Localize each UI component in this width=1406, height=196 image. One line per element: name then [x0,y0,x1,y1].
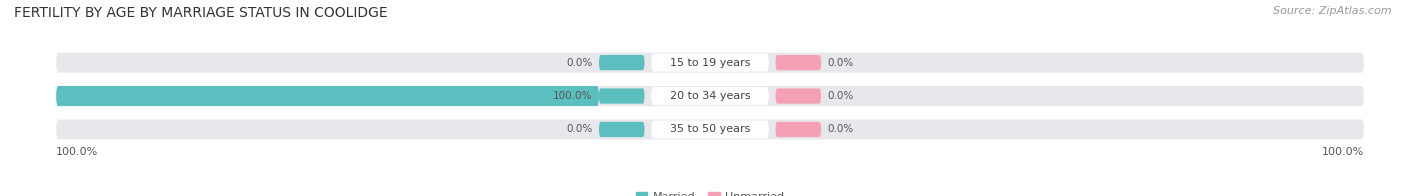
Text: 100.0%: 100.0% [1322,147,1364,157]
FancyBboxPatch shape [776,55,821,70]
FancyBboxPatch shape [776,122,821,137]
Text: 0.0%: 0.0% [567,124,592,134]
FancyBboxPatch shape [56,86,1364,106]
FancyBboxPatch shape [599,88,644,104]
Text: FERTILITY BY AGE BY MARRIAGE STATUS IN COOLIDGE: FERTILITY BY AGE BY MARRIAGE STATUS IN C… [14,6,388,20]
FancyBboxPatch shape [651,121,769,139]
Text: 0.0%: 0.0% [828,58,853,68]
Text: 0.0%: 0.0% [567,58,592,68]
FancyBboxPatch shape [56,119,1364,140]
FancyBboxPatch shape [56,53,1364,73]
Text: 35 to 50 years: 35 to 50 years [669,124,751,134]
Text: Source: ZipAtlas.com: Source: ZipAtlas.com [1274,6,1392,16]
Legend: Married, Unmarried: Married, Unmarried [631,187,789,196]
Text: 20 to 34 years: 20 to 34 years [669,91,751,101]
FancyBboxPatch shape [651,87,769,105]
Text: 100.0%: 100.0% [56,147,98,157]
FancyBboxPatch shape [599,55,644,70]
FancyBboxPatch shape [56,86,599,106]
Text: 15 to 19 years: 15 to 19 years [669,58,751,68]
FancyBboxPatch shape [651,54,769,72]
Text: 100.0%: 100.0% [553,91,592,101]
FancyBboxPatch shape [776,88,821,104]
FancyBboxPatch shape [599,122,644,137]
Text: 0.0%: 0.0% [828,124,853,134]
Text: 0.0%: 0.0% [828,91,853,101]
